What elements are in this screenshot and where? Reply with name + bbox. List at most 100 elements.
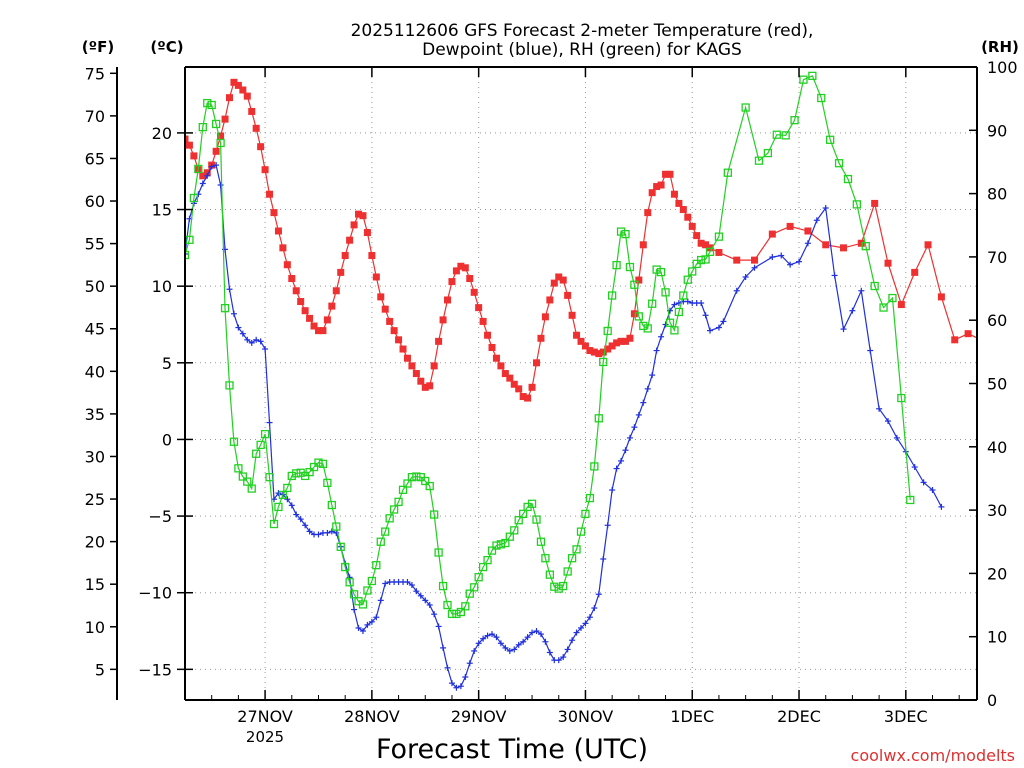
rh-point (372, 561, 381, 570)
dewpoint-point (876, 405, 883, 412)
temperature-point (564, 291, 572, 299)
dewpoint-point (564, 646, 571, 653)
rh-point (852, 200, 862, 209)
rh-point (612, 260, 621, 270)
temperature-point (595, 350, 603, 358)
temperature-point (733, 256, 741, 264)
dewpoint-point (546, 649, 553, 656)
rh-point (696, 255, 706, 265)
temperature-point (475, 304, 483, 312)
axes-layer: 5 10 15 20 25 30 35 40 45 50 55 60 65 70 75 −15 −10 −5 0 5 1… (85, 58, 1018, 726)
temperature-point (417, 377, 425, 385)
temperature-point (693, 232, 701, 240)
temperature-point (510, 380, 518, 388)
temperature-point (372, 273, 380, 281)
temperature-point (662, 170, 670, 178)
rh-point (723, 168, 732, 177)
dewpoint-point (404, 578, 411, 585)
dewpoint-point (208, 163, 215, 170)
dewpoint-point (595, 591, 602, 598)
rh-point (470, 583, 479, 592)
rh-point (389, 505, 399, 514)
dewpoint-point (235, 324, 242, 331)
temperature-point (715, 248, 723, 256)
rh-point (483, 555, 492, 565)
rh-point (817, 93, 826, 103)
f-tick-label: 60 (85, 192, 105, 211)
rh-point (670, 326, 679, 335)
dewpoint-point (426, 601, 433, 608)
dewpoint-point (440, 644, 447, 651)
temperature-point (439, 316, 447, 324)
temperature-point (390, 327, 398, 335)
rh-point (536, 537, 546, 546)
rh-point (643, 324, 652, 333)
rh-point (634, 312, 643, 321)
dewpoint-point (720, 318, 727, 325)
dewpoint-point (893, 434, 900, 441)
rh-point (265, 473, 274, 482)
rh-point (630, 280, 639, 289)
dewpoint-point (578, 624, 584, 631)
temperature-point (702, 241, 710, 249)
temperature-point (951, 336, 959, 344)
rh-tick-label: 0 (987, 691, 997, 710)
dewpoint-point (653, 347, 660, 354)
rh-point (207, 100, 216, 110)
temperature-point (412, 370, 420, 378)
rh-point (238, 472, 247, 481)
dewpoint-point (769, 254, 776, 261)
dewpoint-point (702, 312, 709, 319)
temperature-point (421, 383, 429, 391)
f-tick-label: 70 (85, 107, 105, 126)
c-tick-label: −10 (138, 584, 172, 603)
dewpoint-point (613, 465, 620, 472)
x-tick-label: 29NOV (451, 707, 507, 726)
dewpoint-point (475, 640, 482, 647)
temperature-point (314, 327, 322, 335)
temperature-point (964, 330, 972, 338)
dewpoint-point (631, 424, 638, 431)
rh-point (198, 122, 207, 132)
rh-point (594, 414, 603, 423)
rh-point (260, 429, 270, 439)
dewpoint-point (698, 300, 705, 307)
rh-point (314, 458, 323, 467)
temperature-point (248, 107, 256, 115)
rh-point (639, 321, 648, 331)
rh-point (648, 299, 657, 308)
chart-title-line1: 2025112606 GFS Forecast 2-meter Temperat… (351, 21, 814, 41)
rh-point (421, 476, 430, 486)
temperature-point (337, 268, 345, 276)
rh-point (412, 472, 421, 481)
dewpoint-point (626, 434, 633, 441)
rh-point (665, 318, 675, 327)
temperature-point (203, 169, 211, 177)
temperature-point (533, 359, 541, 367)
x-tick-label: 28NOV (344, 707, 400, 726)
c-tick-label: 20 (152, 124, 172, 143)
c-tick-label: 15 (152, 201, 172, 220)
temperature-point (377, 293, 385, 301)
rh-point (897, 393, 906, 403)
rh-point (425, 481, 434, 491)
dewpoint-point (457, 683, 464, 690)
rh-point (341, 562, 350, 572)
dewpoint-point (618, 457, 625, 464)
temperature-point (279, 244, 287, 252)
temperature-point (297, 298, 305, 306)
rh-point (363, 586, 372, 595)
rh-point (567, 554, 577, 563)
x-tick-label: 27NOV (237, 707, 293, 726)
rh-point (581, 509, 590, 519)
dewpoint-point (497, 640, 504, 647)
text-layer: 2025112606 GFS Forecast 2-meter Temperat… (82, 21, 1019, 765)
rh-point (763, 148, 773, 158)
rh-point (661, 288, 670, 297)
temperature-point (444, 296, 452, 304)
temperature-point (221, 115, 229, 123)
temperature-point (897, 301, 905, 309)
rh-point (487, 546, 497, 555)
rh-point (447, 609, 457, 619)
rh-point (194, 164, 203, 174)
